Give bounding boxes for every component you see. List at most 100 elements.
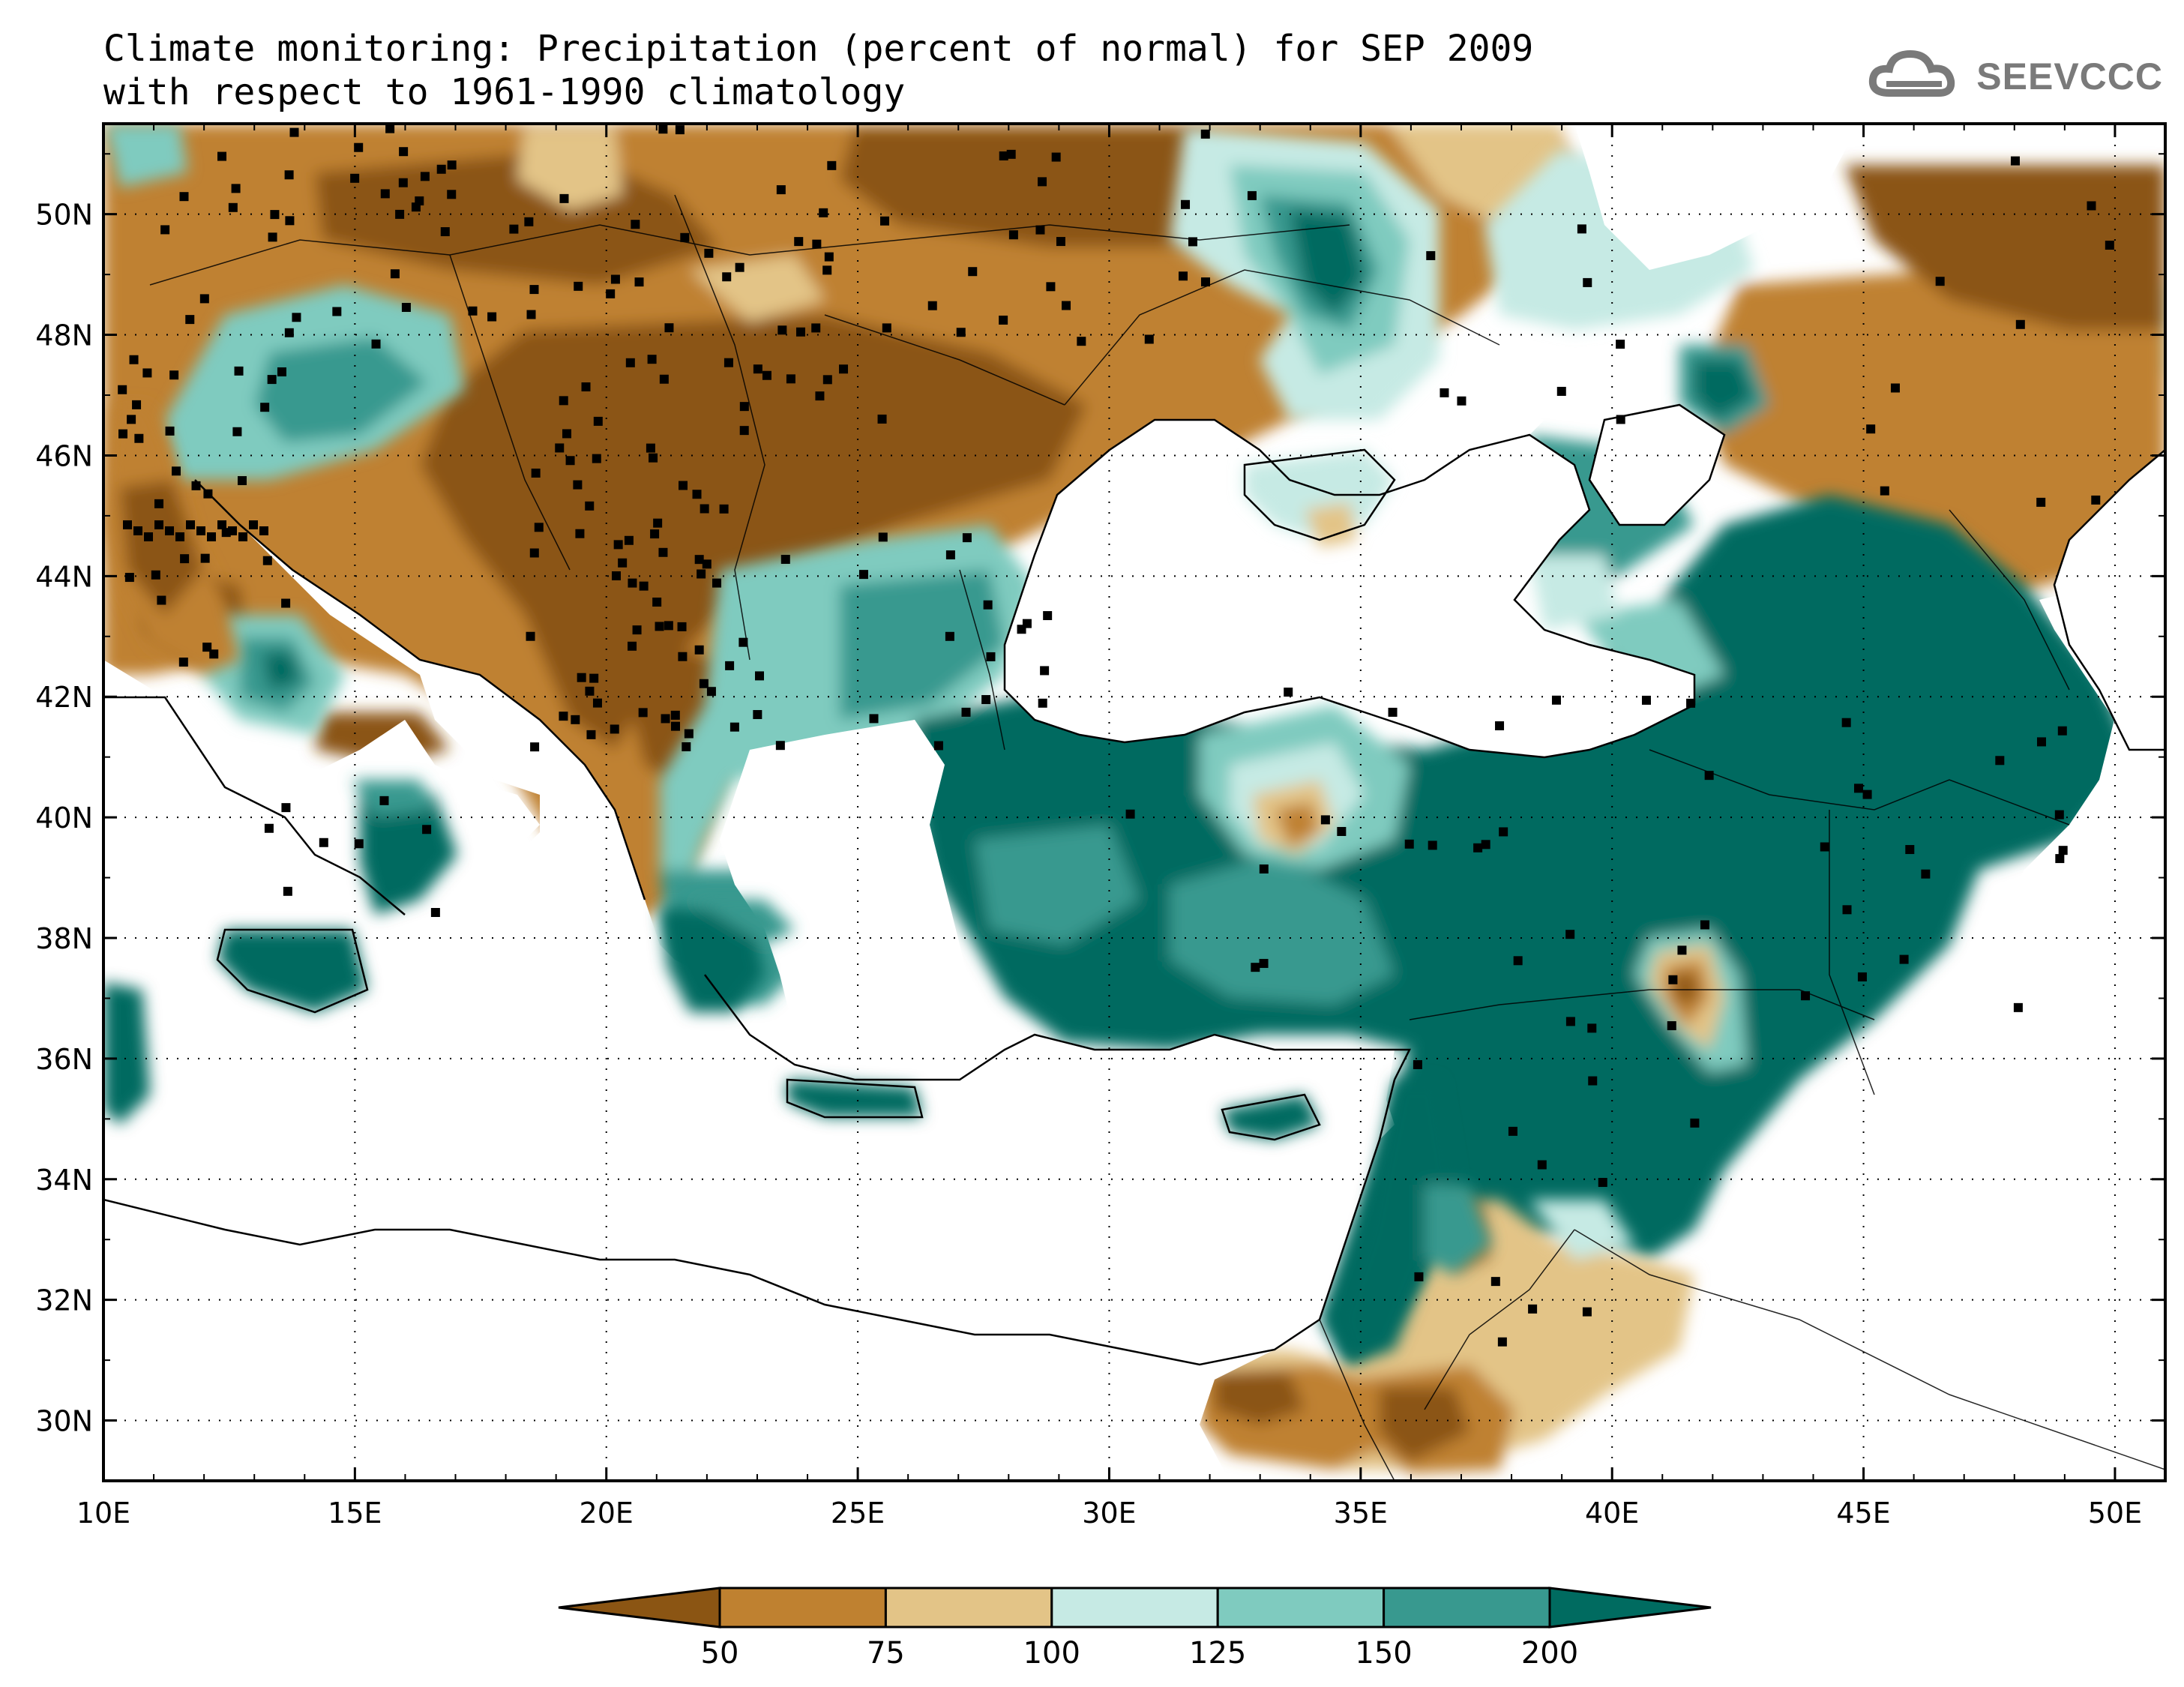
station-marker bbox=[1890, 383, 1900, 393]
station-marker bbox=[379, 796, 389, 805]
station-marker bbox=[694, 555, 704, 565]
station-marker bbox=[1528, 1304, 1538, 1314]
station-marker bbox=[968, 267, 978, 277]
station-marker bbox=[559, 712, 568, 721]
station-marker bbox=[659, 374, 669, 384]
station-marker bbox=[819, 208, 828, 217]
map-field bbox=[103, 124, 2165, 1481]
station-marker bbox=[1513, 956, 1523, 966]
station-marker bbox=[268, 232, 277, 242]
station-marker bbox=[238, 532, 247, 541]
station-marker bbox=[436, 164, 446, 174]
station-marker bbox=[1899, 954, 1909, 964]
station-marker bbox=[487, 312, 497, 322]
station-marker bbox=[1251, 963, 1260, 972]
station-marker bbox=[1200, 277, 1210, 287]
station-marker bbox=[1337, 826, 1347, 836]
station-marker bbox=[1853, 784, 1863, 793]
colorbar-label: 150 bbox=[1355, 1636, 1412, 1671]
colorbar-label: 100 bbox=[1023, 1636, 1080, 1671]
station-marker bbox=[228, 202, 238, 212]
station-marker bbox=[559, 396, 568, 406]
map-title: Climate monitoring: Precipitation (perce… bbox=[103, 27, 1533, 114]
lat-tick-label: 46N bbox=[35, 439, 93, 472]
station-marker bbox=[661, 714, 670, 724]
station-marker bbox=[575, 529, 585, 538]
station-marker bbox=[1022, 619, 1032, 628]
lon-tick-label: 35E bbox=[1334, 1497, 1388, 1530]
station-marker bbox=[1035, 225, 1045, 235]
lon-tick-label: 45E bbox=[1836, 1497, 1890, 1530]
station-marker bbox=[2087, 201, 2096, 211]
station-marker bbox=[169, 370, 179, 380]
lat-tick-label: 30N bbox=[35, 1405, 93, 1438]
station-marker bbox=[753, 710, 762, 720]
station-marker bbox=[610, 724, 619, 734]
colorbar-legend: 50 75 100 125 150 200 bbox=[558, 1587, 1712, 1671]
station-marker bbox=[573, 480, 583, 490]
station-marker bbox=[165, 526, 174, 535]
station-marker bbox=[395, 209, 405, 219]
station-marker bbox=[776, 185, 786, 195]
station-marker bbox=[581, 382, 591, 392]
station-marker bbox=[154, 520, 163, 529]
colorbar-segment bbox=[1050, 1587, 1219, 1629]
station-marker bbox=[354, 839, 364, 849]
colorbar-segment bbox=[718, 1587, 887, 1629]
station-marker bbox=[647, 355, 657, 364]
station-marker bbox=[986, 652, 996, 661]
station-marker bbox=[228, 526, 237, 535]
station-marker bbox=[1043, 611, 1053, 621]
station-marker bbox=[652, 598, 662, 607]
station-marker bbox=[739, 402, 749, 412]
station-marker bbox=[571, 715, 580, 724]
station-marker bbox=[1801, 991, 1811, 1001]
station-marker bbox=[585, 686, 595, 696]
station-marker bbox=[186, 520, 195, 529]
station-marker bbox=[2013, 1002, 2023, 1012]
station-marker bbox=[680, 232, 690, 242]
station-marker bbox=[1051, 152, 1061, 162]
station-marker bbox=[1426, 250, 1436, 260]
lat-tick-label: 50N bbox=[35, 199, 93, 232]
map-axes: 30N 32N 34N 36N 38N 40N 42N 44N 46N 48N 50N 10E 15E 2… bbox=[35, 124, 2166, 1530]
station-marker bbox=[565, 456, 575, 466]
station-marker bbox=[706, 687, 716, 697]
station-marker bbox=[151, 570, 160, 580]
lat-tick-label: 34N bbox=[35, 1164, 93, 1197]
lon-tick-label: 30E bbox=[1082, 1497, 1136, 1530]
lat-tick-label: 48N bbox=[35, 319, 93, 352]
colorbar-segment bbox=[558, 1587, 721, 1629]
station-marker bbox=[983, 600, 993, 610]
station-marker bbox=[1677, 945, 1687, 955]
colorbar-label: 200 bbox=[1521, 1636, 1578, 1671]
station-marker bbox=[1181, 199, 1191, 209]
lat-tick-label: 42N bbox=[35, 681, 93, 714]
station-marker bbox=[1495, 721, 1505, 731]
station-marker bbox=[281, 598, 291, 608]
station-marker bbox=[649, 453, 658, 463]
station-marker bbox=[694, 645, 704, 655]
station-marker bbox=[277, 367, 286, 376]
station-marker bbox=[526, 310, 536, 319]
station-marker bbox=[171, 466, 181, 476]
station-marker bbox=[611, 571, 621, 580]
station-marker bbox=[1497, 1337, 1507, 1347]
station-marker bbox=[961, 707, 971, 717]
station-marker bbox=[1125, 809, 1135, 819]
station-marker bbox=[2057, 726, 2067, 736]
station-marker bbox=[1686, 698, 1696, 708]
colorbar-segment bbox=[1548, 1587, 1712, 1629]
station-marker bbox=[180, 554, 190, 564]
title-line-2: with respect to 1961-1990 climatology bbox=[103, 71, 906, 113]
station-marker bbox=[822, 375, 832, 385]
station-marker bbox=[679, 481, 688, 490]
station-marker bbox=[684, 729, 694, 739]
station-marker bbox=[646, 443, 655, 453]
station-marker bbox=[981, 695, 991, 705]
station-marker bbox=[127, 415, 136, 424]
station-marker bbox=[1188, 237, 1197, 247]
station-marker bbox=[670, 721, 680, 731]
station-marker bbox=[1247, 190, 1257, 200]
station-marker bbox=[593, 416, 603, 426]
